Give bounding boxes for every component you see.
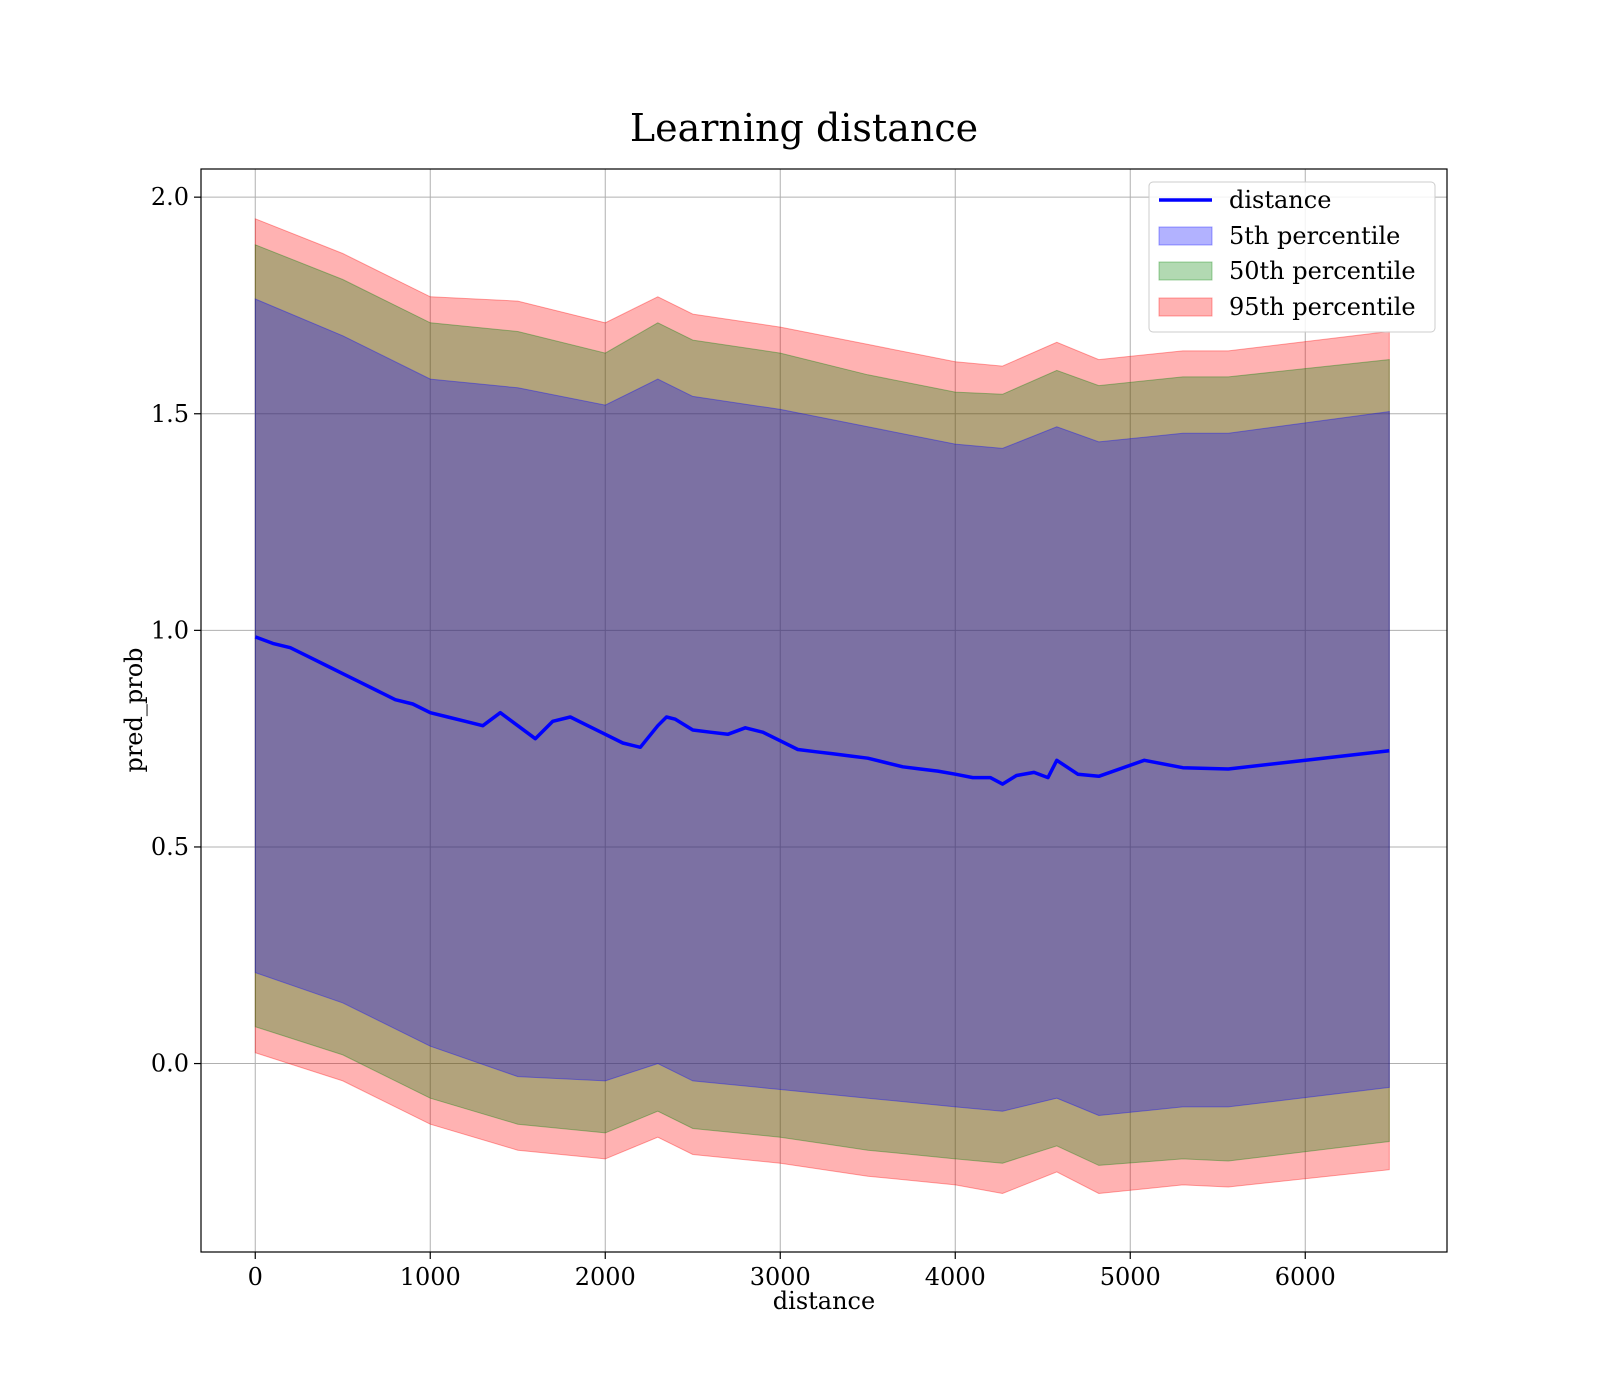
y-axis-label: pred_prob	[120, 647, 148, 772]
chart-title: Learning distance	[630, 106, 978, 150]
grid-lines	[201, 169, 1447, 1252]
x-tick-label: 5000	[1100, 1263, 1161, 1291]
x-tick-label: 2000	[575, 1263, 636, 1291]
legend-patch-swatch	[1158, 226, 1213, 246]
distance-line-layer	[254, 635, 1390, 786]
legend-label: 5th percentile	[1229, 222, 1400, 250]
legend-label: distance	[1229, 186, 1331, 214]
x-axis-ticks: 0 1000 2000 3000 4000 5000 6000	[248, 1252, 1336, 1291]
x-tick-label: 1000	[400, 1263, 461, 1291]
distance-line	[254, 635, 1390, 786]
y-tick-label: 0.5	[151, 833, 189, 861]
plot-frame	[200, 168, 1448, 1253]
legend-patch-swatch	[1158, 297, 1213, 317]
legend: distance 5th percentile 50th percentile 95t…	[1148, 181, 1436, 333]
band-50th-percentile	[254, 244, 1390, 1166]
x-tick-label: 0	[248, 1263, 263, 1291]
y-tick-label: 0.0	[151, 1050, 189, 1078]
legend-label: 95th percentile	[1229, 293, 1416, 321]
y-tick-label: 2.0	[151, 183, 189, 211]
legend-patch-swatch	[1158, 261, 1213, 281]
x-tick-label: 3000	[750, 1263, 811, 1291]
legend-label: 50th percentile	[1229, 257, 1416, 285]
band-95th-percentile	[254, 218, 1390, 1195]
x-tick-label: 4000	[925, 1263, 986, 1291]
y-tick-label: 1.5	[151, 400, 189, 428]
x-tick-label: 6000	[1275, 1263, 1336, 1291]
y-axis-ticks: 0.0 0.5 1.0 1.5 2.0	[151, 183, 201, 1078]
band-5th-percentile	[254, 298, 1390, 1117]
legend-box	[1148, 181, 1436, 333]
y-tick-label: 1.0	[151, 616, 189, 644]
x-axis-label: distance	[773, 1287, 875, 1315]
percentile-bands	[254, 218, 1390, 1195]
